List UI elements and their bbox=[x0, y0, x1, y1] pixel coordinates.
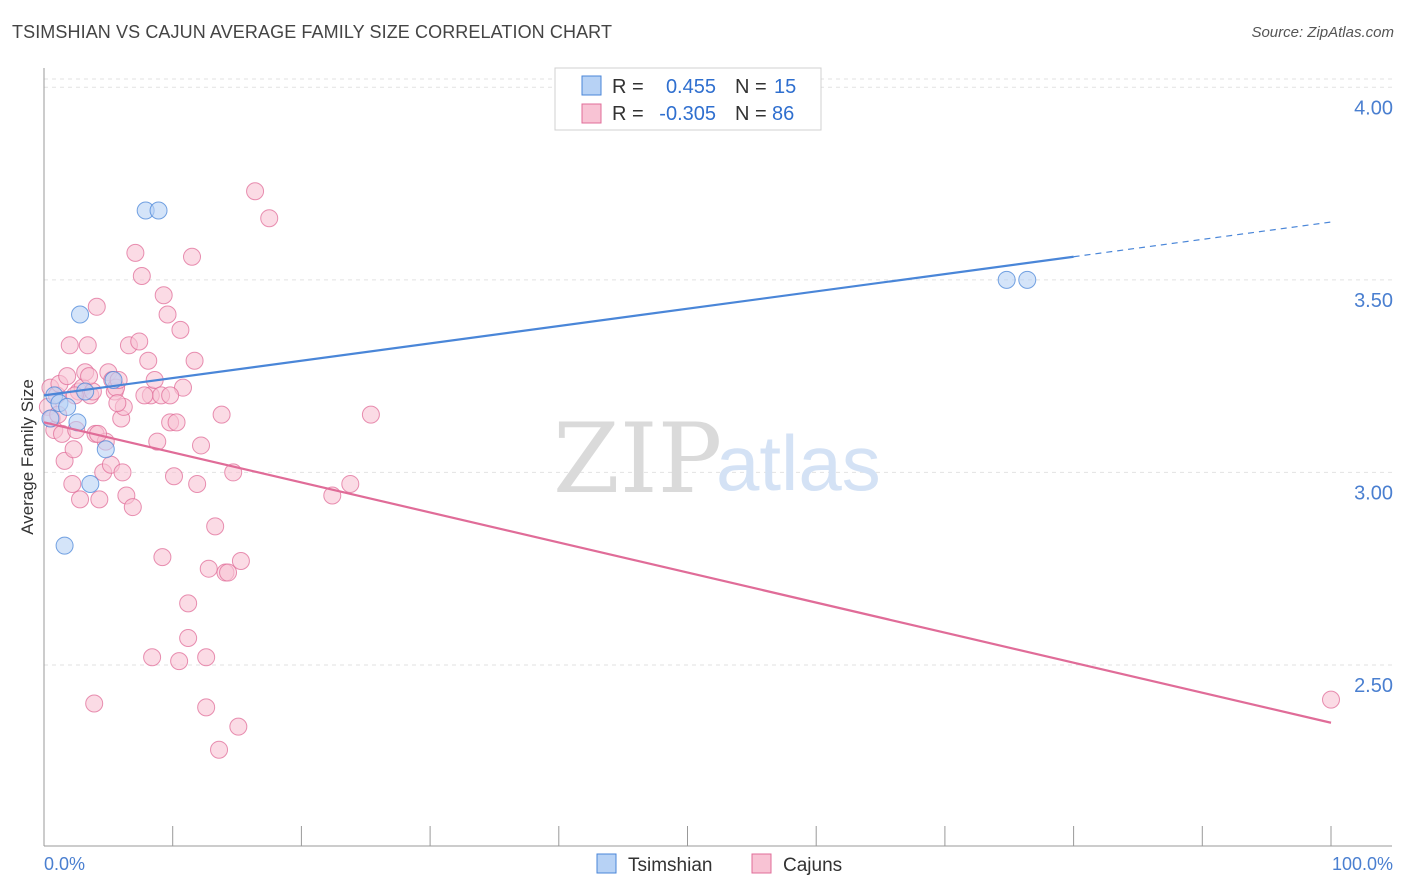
cajuns-point-10 bbox=[63, 474, 82, 493]
cajuns-point-39 bbox=[139, 351, 158, 370]
legend-swatch-tsimshian bbox=[581, 75, 602, 96]
y-tick-label-3: 2.50 bbox=[1354, 675, 1393, 697]
cajuns-point-53 bbox=[185, 351, 204, 370]
cajuns-point-54 bbox=[188, 474, 207, 493]
cajuns-point-44 bbox=[154, 286, 173, 305]
legend-r-value-tsimshian: 0.455 bbox=[666, 76, 716, 98]
cajuns-point-17 bbox=[78, 336, 97, 355]
cajuns-point-81 bbox=[135, 386, 154, 405]
legend-n-value-cajuns: 86 bbox=[772, 103, 794, 125]
cajuns-point-66 bbox=[246, 182, 265, 201]
tsimshian-point-12 bbox=[149, 201, 168, 220]
cajuns-point-51 bbox=[179, 594, 198, 613]
legend-n-label-tsimshian: N = bbox=[735, 76, 767, 98]
cajuns-point-52 bbox=[183, 247, 202, 266]
cajuns-point-35 bbox=[123, 498, 142, 517]
cajuns-point-56 bbox=[197, 698, 216, 717]
cajuns-point-76 bbox=[153, 548, 172, 567]
source-label: Source: ZipAtlas.com bbox=[1251, 24, 1394, 41]
watermark-atlas: atlas bbox=[716, 419, 881, 507]
x-tick-label-max: 100.0% bbox=[1332, 854, 1393, 874]
data-points bbox=[38, 182, 1340, 759]
cajuns-point-11 bbox=[64, 440, 83, 459]
legend-r-label-tsimshian: R = bbox=[612, 76, 644, 98]
cajuns-point-47 bbox=[164, 467, 183, 486]
cajuns-point-74 bbox=[197, 648, 216, 667]
cajuns-point-65 bbox=[229, 717, 248, 736]
cajuns-point-48 bbox=[167, 413, 186, 432]
cajuns-point-57 bbox=[199, 559, 218, 578]
x-tick-label-min: 0.0% bbox=[44, 854, 85, 874]
bottom-legend-swatch-cajuns bbox=[751, 853, 772, 874]
cajuns-point-62 bbox=[219, 563, 238, 582]
cajuns-point-42 bbox=[148, 432, 167, 451]
cajuns-point-55 bbox=[192, 436, 211, 455]
cajuns-point-45 bbox=[158, 305, 177, 324]
tsimshian-point-10 bbox=[104, 370, 123, 389]
cajuns-point-85 bbox=[1322, 690, 1340, 709]
cajuns-point-75 bbox=[85, 694, 104, 713]
cajuns-point-82 bbox=[108, 394, 127, 413]
cajuns-point-14 bbox=[71, 490, 90, 509]
chart-title: TSIMSHIAN VS CAJUN AVERAGE FAMILY SIZE C… bbox=[12, 22, 613, 42]
tsimshian-point-8 bbox=[81, 474, 100, 493]
cajuns-trend-line bbox=[43, 421, 1332, 724]
cajuns-point-49 bbox=[171, 320, 190, 339]
gridlines bbox=[44, 78, 1392, 666]
trend-lines bbox=[43, 221, 1332, 724]
cajuns-point-72 bbox=[170, 652, 189, 671]
y-axis-title: Average Family Size bbox=[18, 379, 37, 535]
bottom-legend-swatch-tsimshian bbox=[596, 853, 617, 874]
cajuns-point-73 bbox=[179, 629, 198, 648]
bottom-legend: Tsimshian Cajuns bbox=[596, 853, 842, 876]
legend-r-label-cajuns: R = bbox=[612, 103, 644, 125]
bottom-legend-label-cajuns: Cajuns bbox=[783, 855, 842, 876]
cajuns-point-69 bbox=[341, 474, 360, 493]
legend-swatch-cajuns bbox=[581, 103, 602, 124]
cajuns-point-77 bbox=[113, 463, 132, 482]
y-tick-label-0: 4.00 bbox=[1354, 97, 1393, 119]
y-tick-label-1: 3.50 bbox=[1354, 290, 1393, 312]
cajuns-point-22 bbox=[90, 490, 109, 509]
tsimshian-trend-extension bbox=[1073, 221, 1332, 258]
cajuns-point-71 bbox=[143, 648, 162, 667]
legend-r-value-cajuns: -0.305 bbox=[659, 103, 716, 125]
tsimshian-point-3 bbox=[55, 536, 74, 555]
y-tick-label-2: 3.00 bbox=[1354, 482, 1393, 504]
cajuns-point-60 bbox=[212, 405, 231, 424]
cajuns-point-64 bbox=[231, 551, 250, 570]
y-tick-labels: 4.00 3.50 3.00 2.50 bbox=[1354, 97, 1393, 697]
cajuns-point-37 bbox=[130, 332, 149, 351]
legend-n-value-tsimshian: 15 bbox=[774, 76, 796, 98]
tsimshian-trend-line bbox=[43, 255, 1074, 397]
cajuns-point-59 bbox=[210, 740, 229, 759]
tsimshian-point-9 bbox=[96, 440, 115, 459]
cajuns-point-70 bbox=[361, 405, 380, 424]
cajuns-point-83 bbox=[161, 386, 180, 405]
bottom-legend-label-tsimshian: Tsimshian bbox=[628, 855, 712, 876]
cajuns-point-8 bbox=[58, 367, 77, 386]
cajuns-point-58 bbox=[206, 517, 225, 536]
x-axis-ticks bbox=[43, 826, 1332, 846]
tsimshian-point-14 bbox=[1018, 270, 1037, 289]
cajuns-point-84 bbox=[80, 367, 99, 386]
cajuns-point-36 bbox=[126, 243, 145, 262]
cajuns-point-21 bbox=[87, 297, 106, 316]
cajuns-point-9 bbox=[60, 336, 79, 355]
cajuns-point-38 bbox=[132, 266, 151, 285]
tsimshian-point-6 bbox=[71, 305, 90, 324]
legend-n-label-cajuns: N = bbox=[735, 103, 767, 125]
tsimshian-point-13 bbox=[997, 270, 1016, 289]
stats-legend: R = 0.455 N = 15 R = -0.305 N = 86 bbox=[554, 67, 822, 131]
tsimshian-point-4 bbox=[58, 397, 77, 416]
cajuns-point-67 bbox=[260, 209, 279, 228]
watermark-zip: ZIP bbox=[553, 403, 722, 515]
